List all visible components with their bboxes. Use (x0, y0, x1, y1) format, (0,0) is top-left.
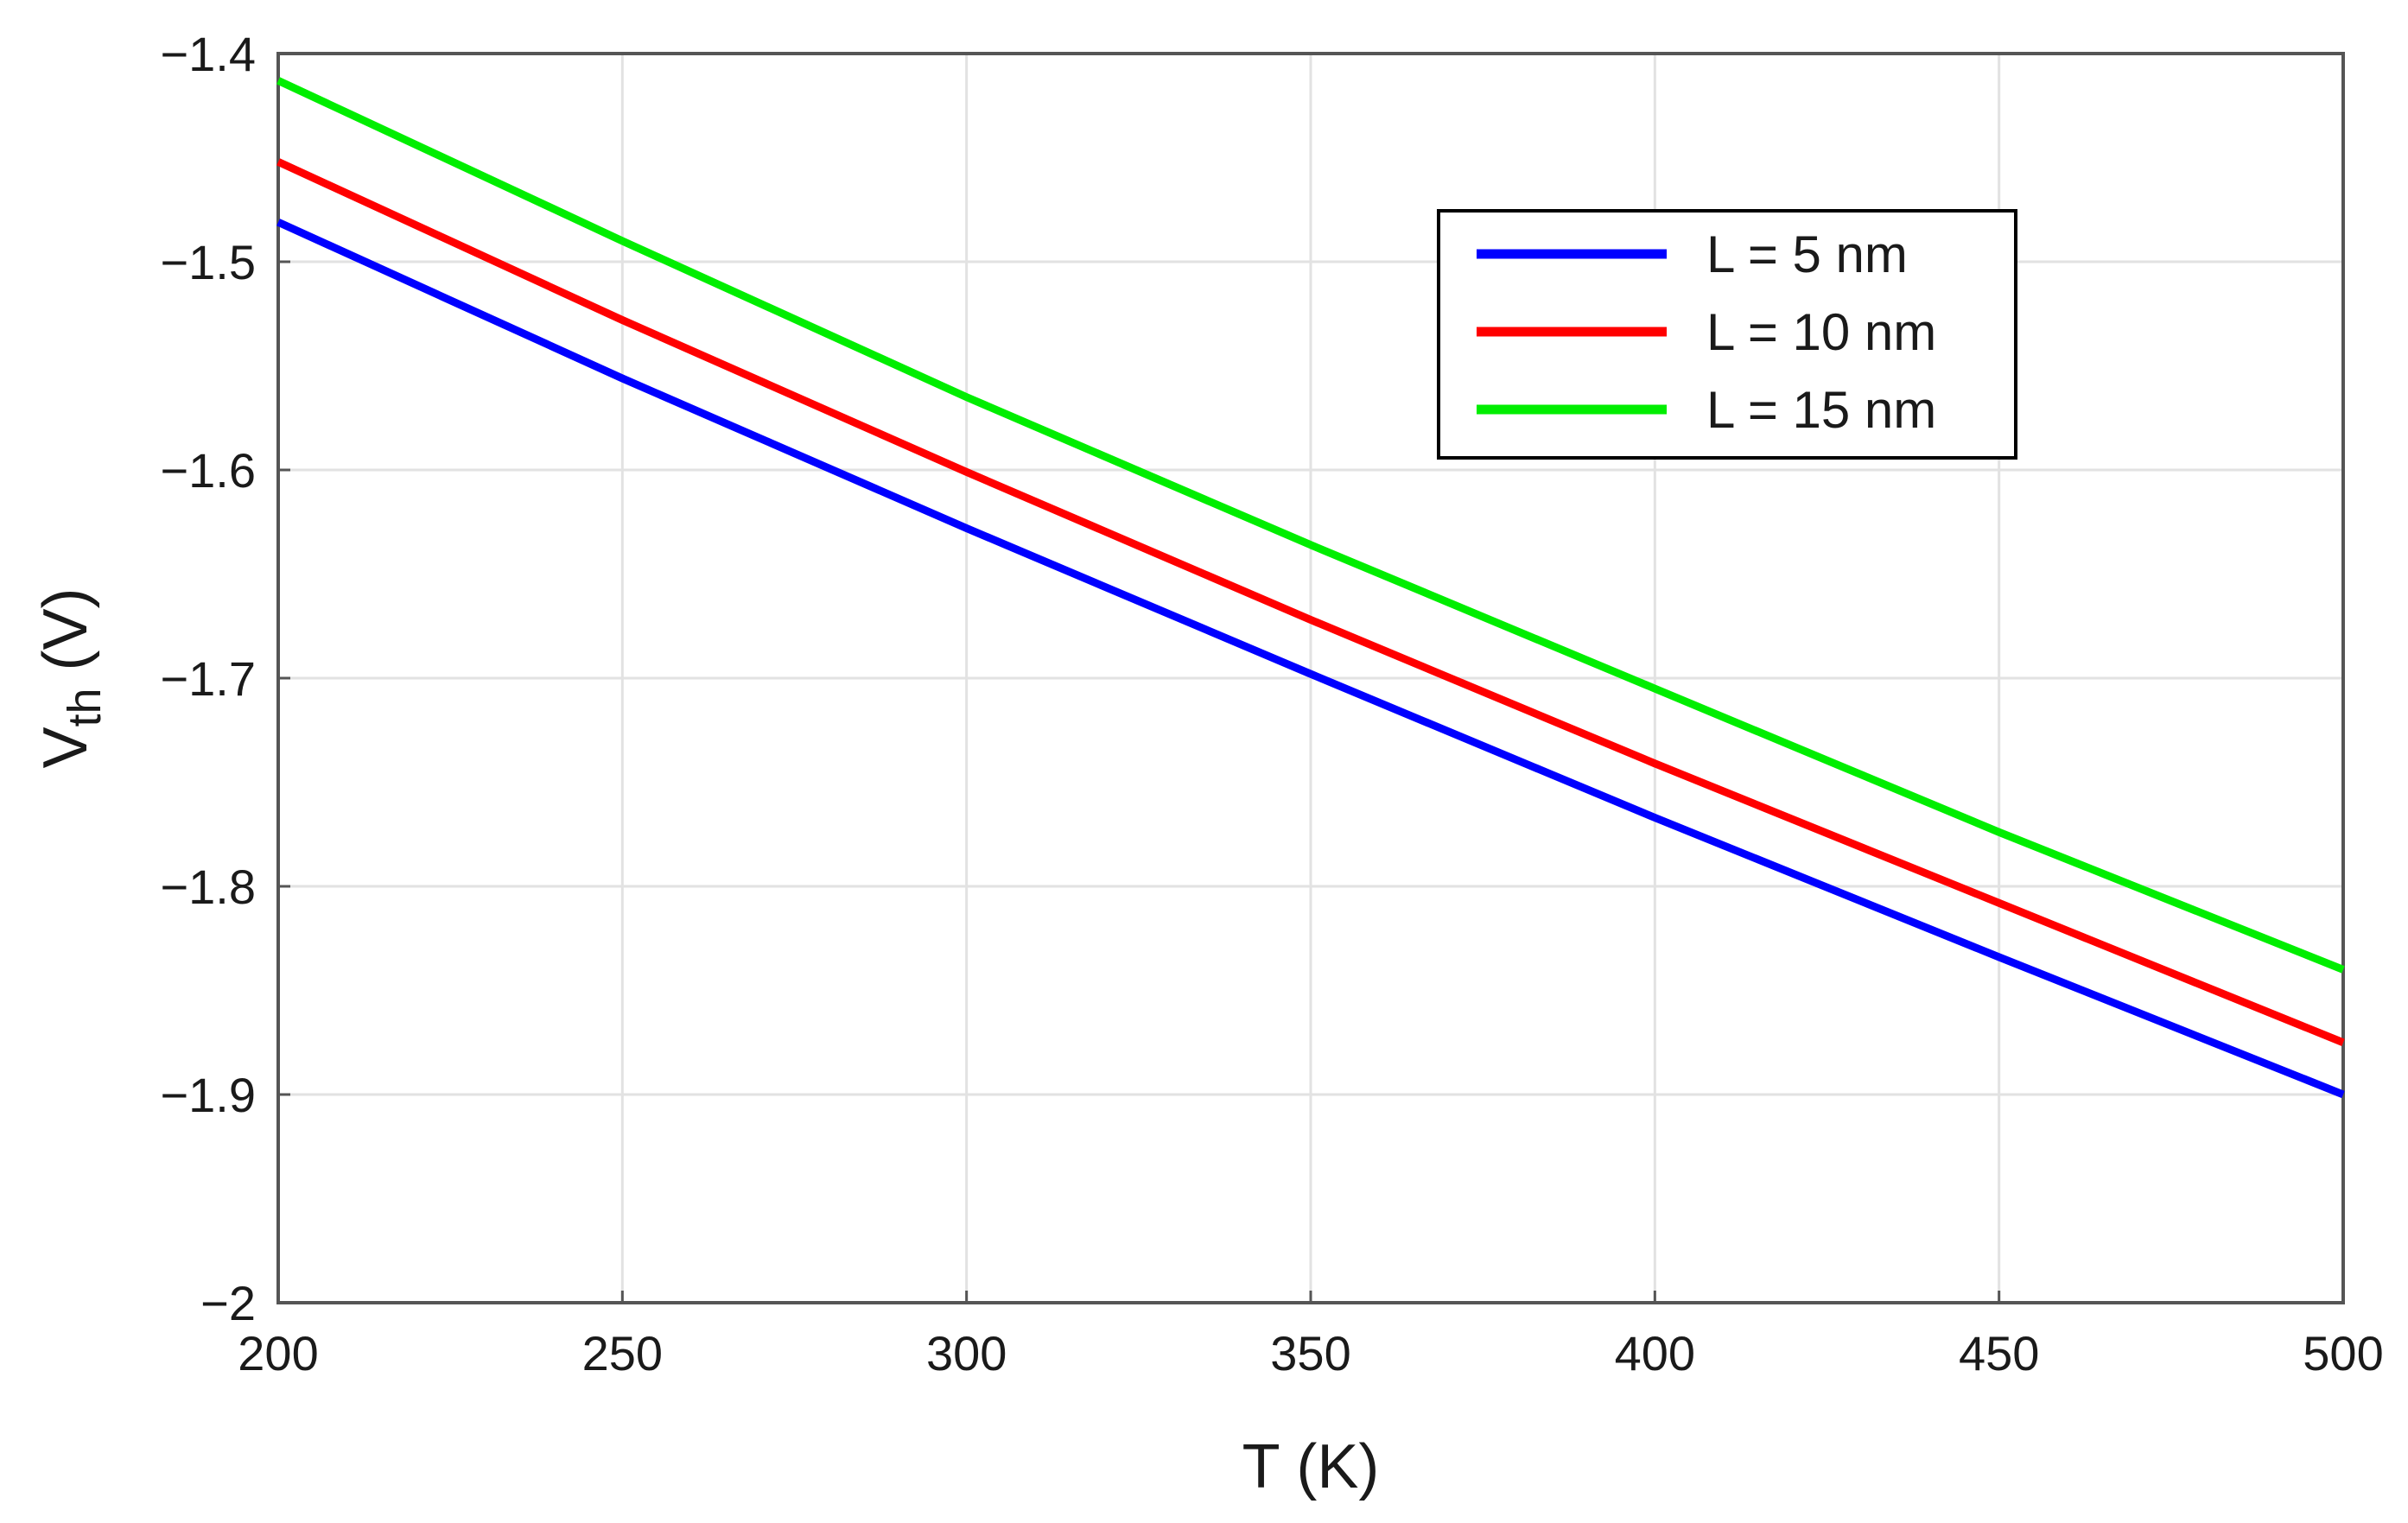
x-tick-label: 200 (238, 1326, 318, 1380)
legend-label-1: L = 5 nm (1706, 225, 1908, 283)
y-tick-label: −1.5 (160, 235, 256, 289)
y-axis-title-suffix: (V) (31, 587, 100, 688)
y-tick-labels: −1.4 −1.5 −1.6 −1.7 −1.8 −1.9 −2 (160, 27, 290, 1330)
x-tick-label: 350 (1270, 1326, 1350, 1380)
y-tick-label: −1.4 (160, 27, 256, 81)
x-tick-label: 400 (1615, 1326, 1695, 1380)
x-tick-label: 300 (926, 1326, 1007, 1380)
y-axis-title: Vth (V) (31, 587, 111, 768)
series-line-3 (276, 77, 2345, 974)
series-line-2 (276, 158, 2345, 1046)
series-line-1 (276, 219, 2345, 1099)
y-tick-label: −2 (200, 1276, 256, 1330)
legend: L = 5 nm L = 10 nm L = 15 nm (1437, 209, 2017, 460)
y-tick-label: −1.6 (160, 443, 256, 498)
x-tick-labels: 200 250 300 350 400 450 500 (238, 1291, 2384, 1380)
x-tick-label: 500 (2303, 1326, 2383, 1380)
y-tick-label: −1.9 (160, 1068, 256, 1122)
legend-items: L = 5 nm L = 10 nm L = 15 nm (1477, 225, 1936, 439)
legend-label-2: L = 10 nm (1706, 303, 1936, 361)
x-axis-title: T (K) (1242, 1432, 1380, 1501)
legend-label-3: L = 15 nm (1706, 381, 1936, 439)
y-axis-title-main: V (31, 727, 100, 769)
x-tick-label: 250 (582, 1326, 663, 1380)
y-tick-label: −1.7 (160, 651, 256, 706)
series-layer (276, 77, 2345, 1099)
x-tick-label: 450 (1959, 1326, 2039, 1380)
y-tick-label: −1.8 (160, 860, 256, 914)
y-axis-title-subscript: th (59, 688, 111, 727)
